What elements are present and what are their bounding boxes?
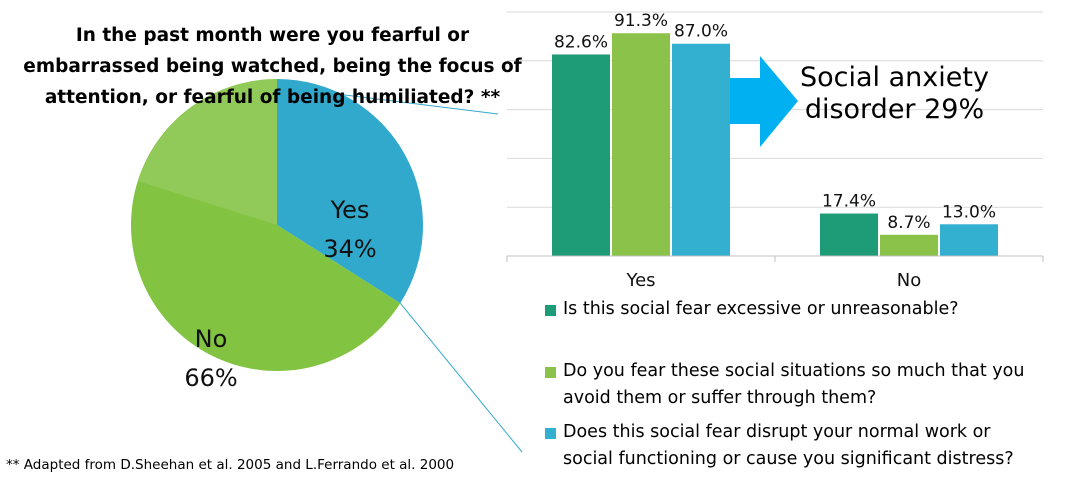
pie-value-yes: 34%: [323, 235, 376, 263]
connector-line: [399, 302, 523, 453]
callout-text: Social anxiety disorder 29%: [800, 62, 989, 126]
callout-line: Social anxiety: [800, 62, 989, 93]
bar-yes-series-1: [552, 54, 610, 257]
bar-no-series-2: [880, 234, 938, 256]
x-tick-label: Yes: [625, 270, 655, 291]
legend-swatch: [545, 305, 556, 316]
legend-label: avoid them or suffer through them?: [563, 388, 877, 408]
pie-slice-no: [130, 79, 401, 371]
data-label: 82.6%: [554, 32, 608, 52]
bar-yes-series-2: [612, 33, 670, 257]
legend-label: Do you fear these social situations so m…: [563, 361, 1025, 381]
data-label: 87.0%: [674, 22, 728, 42]
footnote: ** Adapted from D.Sheehan et al. 2005 an…: [6, 457, 455, 473]
bar-no-series-3: [940, 224, 998, 256]
data-label: 8.7%: [887, 213, 930, 233]
pie-to-bar-connectors: [296, 88, 523, 453]
data-label: 91.3%: [614, 11, 668, 31]
legend-item-series-2: Do you fear these social situations so m…: [545, 358, 1060, 412]
bar-chart: 82.6% 91.3% 87.0% 17.4% 8.7% 13.0%: [552, 11, 998, 257]
pie-label-no: No: [195, 325, 228, 353]
pie-title-line: attention, or fearful of being humiliate…: [44, 87, 501, 108]
pie-label-yes: Yes: [330, 196, 370, 224]
connector-line: [296, 88, 499, 115]
pie-sheen: [138, 79, 277, 225]
bar-x-axis: Yes No: [506, 255, 1044, 291]
legend-swatch: [545, 367, 556, 378]
legend-swatch: [545, 428, 556, 439]
legend-item-series-1: Is this social fear excessive or unreaso…: [545, 296, 1060, 323]
pie-title-line: embarrassed being watched, being the foc…: [23, 56, 522, 77]
callout-arrow: [728, 56, 798, 147]
pie-value-no: 66%: [184, 364, 237, 392]
pie-chart: Yes 34% No 66%: [130, 79, 423, 392]
bar-no-series-1: [820, 213, 878, 256]
legend-label: Does this social fear disrupt your norma…: [563, 422, 991, 442]
bar-yes-series-3: [672, 43, 730, 256]
right-arrow-icon: [728, 56, 798, 147]
pie-title: In the past month were you fearful or em…: [20, 20, 525, 113]
legend-label: social functioning or cause you signific…: [563, 449, 1014, 469]
data-label: 17.4%: [822, 192, 876, 212]
x-tick-label: No: [897, 270, 921, 291]
pie-slice-yes: [277, 79, 423, 304]
callout-line: disorder 29%: [804, 94, 985, 125]
legend-item-series-3: Does this social fear disrupt your norma…: [545, 419, 1060, 473]
legend-label: Is this social fear excessive or unreaso…: [563, 299, 959, 319]
data-label: 13.0%: [942, 202, 996, 222]
pie-title-line: In the past month were you fearful or: [75, 25, 470, 46]
